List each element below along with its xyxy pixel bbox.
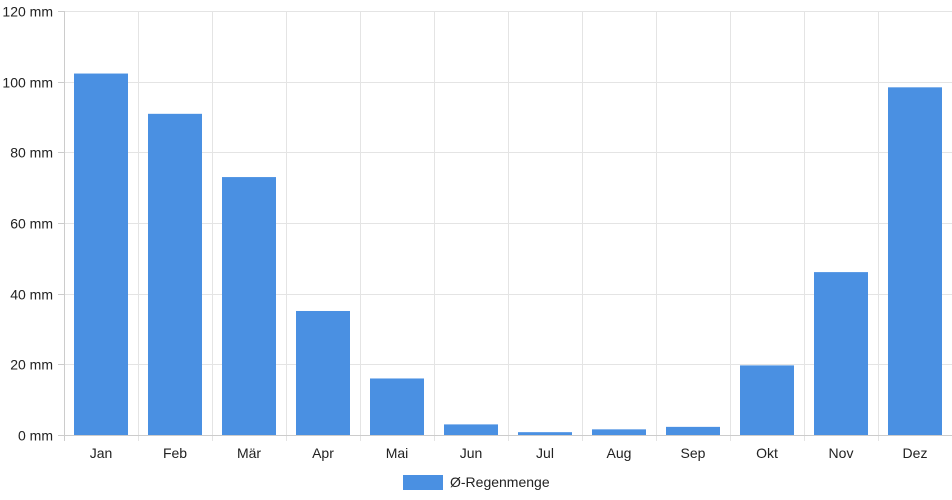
y-tick-label: 80 mm: [10, 145, 53, 161]
legend[interactable]: Ø-Regenmenge: [403, 474, 550, 490]
legend-swatch: [403, 475, 443, 490]
y-tick-label: 20 mm: [10, 357, 53, 373]
tick-labels: 0 mm 20 mm 40 mm 60 mm 80 mm 100 mm 120 mm Jan F…: [2, 4, 927, 462]
x-tick-label: Mär: [237, 445, 261, 461]
x-tick-label: Jul: [536, 445, 554, 461]
x-tick-label: Mai: [386, 445, 409, 461]
bar-Mai: [370, 378, 424, 435]
bar-Jun: [444, 424, 498, 435]
legend-label: Ø-Regenmenge: [450, 474, 550, 490]
grid: [58, 11, 952, 441]
x-tick-label: Okt: [756, 445, 778, 461]
x-tick-label: Dez: [903, 445, 928, 461]
y-tick-label: 0 mm: [18, 428, 53, 444]
bar-Apr: [296, 310, 350, 435]
bar-Nov: [814, 272, 868, 435]
bar-Okt: [740, 365, 794, 435]
x-tick-label: Jun: [460, 445, 483, 461]
x-tick-label: Aug: [607, 445, 632, 461]
y-tick-label: 120 mm: [2, 4, 53, 20]
bar-Aug: [592, 429, 646, 435]
x-tick-label: Jan: [90, 445, 113, 461]
x-tick-label: Apr: [312, 445, 334, 461]
axes: [58, 11, 952, 441]
bars: [74, 73, 942, 435]
y-tick-label: 60 mm: [10, 216, 53, 232]
bar-Jan: [74, 73, 128, 435]
x-tick-label: Sep: [681, 445, 706, 461]
bar-Jul: [518, 432, 572, 435]
bar-Sep: [666, 426, 720, 435]
x-tick-label: Nov: [829, 445, 854, 461]
bar-Mär: [222, 177, 276, 435]
y-tick-label: 40 mm: [10, 287, 53, 303]
bar-Feb: [148, 113, 202, 435]
x-tick-label: Feb: [163, 445, 187, 461]
bar-Dez: [888, 87, 942, 435]
y-tick-label: 100 mm: [2, 75, 53, 91]
